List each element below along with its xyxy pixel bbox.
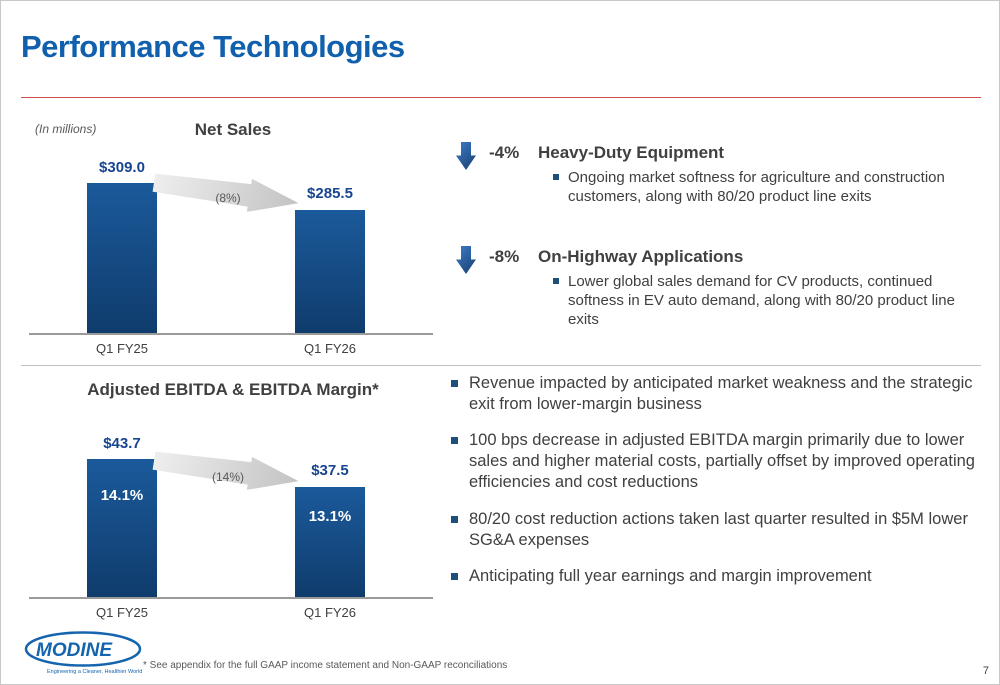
modine-logo: MODINE Engineering a Cleaner, Healthier … xyxy=(23,629,145,682)
bullet-square-icon xyxy=(451,572,458,580)
bullet-square-icon xyxy=(553,278,559,284)
highlight-bullet-text: Ongoing market softness for agriculture … xyxy=(568,169,945,206)
highlight-title: On-Highway Applications xyxy=(538,247,744,266)
bullet-square-icon xyxy=(451,437,458,445)
footnote: * See appendix for the full GAAP income … xyxy=(143,660,508,671)
ebitda-cat1: Q1 FY25 xyxy=(95,605,149,620)
ebitda-bar1-value: $43.7 xyxy=(103,435,141,452)
ebitda-bar-q1fy26: 13.1% xyxy=(295,487,365,597)
logo-tagline: Engineering a Cleaner, Healthier World xyxy=(47,669,142,675)
commentary-bullets: Revenue impacted by anticipated market w… xyxy=(451,373,976,587)
highlight-bullet-text: Lower global sales demand for CV product… xyxy=(568,273,955,329)
bullet-square-icon xyxy=(451,380,458,387)
page-title: Performance Technologies xyxy=(21,29,405,64)
net-sales-cat2: Q1 FY26 xyxy=(303,341,357,356)
ebitda-axis xyxy=(29,597,433,599)
list-item: Revenue impacted by anticipated market w… xyxy=(451,373,976,415)
title-rule xyxy=(21,97,981,98)
ebitda-bar-q1fy25: 14.1% xyxy=(87,459,157,597)
list-item: 100 bps decrease in adjusted EBITDA marg… xyxy=(451,430,976,493)
bullet-text: 80/20 cost reduction actions taken last … xyxy=(469,509,968,549)
down-arrow-icon xyxy=(456,142,476,170)
page-number: 7 xyxy=(982,665,989,677)
net-sales-bar-q1fy26 xyxy=(295,210,365,333)
bullet-text: Anticipating full year earnings and marg… xyxy=(469,566,872,585)
highlight-title: Heavy-Duty Equipment xyxy=(538,143,725,162)
net-sales-bar-q1fy25 xyxy=(87,183,157,333)
highlight-pct: -8% xyxy=(489,247,520,266)
highlight-pct: -4% xyxy=(489,143,520,162)
list-item: Anticipating full year earnings and marg… xyxy=(451,566,976,587)
highlight-heavy-duty: -4% Heavy-Duty Equipment Ongoing market … xyxy=(456,140,991,206)
down-arrow-icon xyxy=(456,246,476,274)
modine-logo-graphic: MODINE Engineering a Cleaner, Healthier … xyxy=(24,631,142,675)
net-sales-axis xyxy=(29,333,433,335)
bullet-square-icon xyxy=(553,174,559,180)
ebitda-bar2-value: $37.5 xyxy=(311,462,349,479)
highlight-on-highway: -8% On-Highway Applications Lower global… xyxy=(456,244,991,329)
highlight-bullet: Ongoing market softness for agriculture … xyxy=(553,168,978,206)
list-item: 80/20 cost reduction actions taken last … xyxy=(451,509,976,551)
section-divider xyxy=(21,365,981,366)
net-sales-bar2-value: $285.5 xyxy=(307,185,353,202)
ebitda-change-label: (14%) xyxy=(211,470,244,484)
bullet-text: 100 bps decrease in adjusted EBITDA marg… xyxy=(469,431,975,492)
net-sales-change-label: (8%) xyxy=(215,191,241,205)
logo-text: MODINE xyxy=(36,640,113,661)
net-sales-cat1: Q1 FY25 xyxy=(95,341,149,356)
ebitda-bar2-margin: 13.1% xyxy=(308,508,352,525)
units-note: (In millions) xyxy=(35,122,97,136)
bullet-square-icon xyxy=(451,515,458,523)
net-sales-chart-title: Net Sales xyxy=(194,120,272,139)
ebitda-bar1-margin: 14.1% xyxy=(100,487,144,504)
highlight-bullet: Lower global sales demand for CV product… xyxy=(553,272,978,329)
bullet-text: Revenue impacted by anticipated market w… xyxy=(469,374,973,414)
ebitda-chart-title: Adjusted EBITDA & EBITDA Margin* xyxy=(87,380,379,399)
ebitda-cat2: Q1 FY26 xyxy=(303,605,357,620)
net-sales-bar1-value: $309.0 xyxy=(99,159,145,176)
